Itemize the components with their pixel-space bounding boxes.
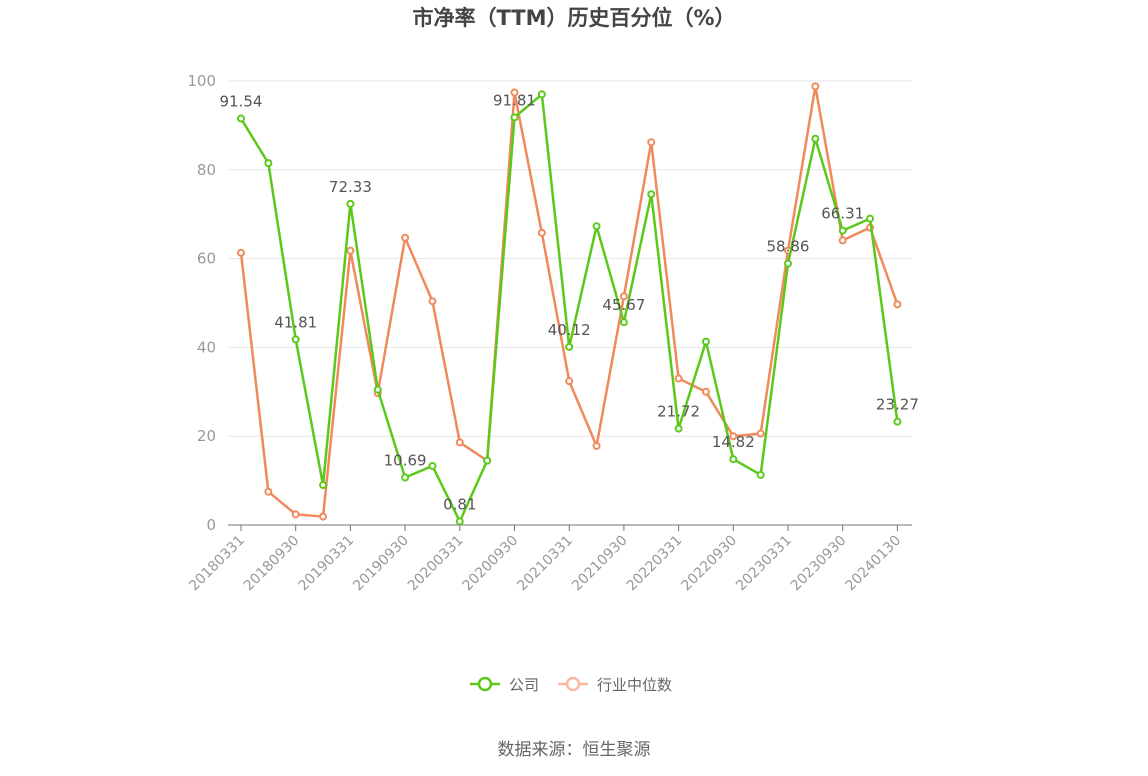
x-tick-label: 20200331 (405, 533, 467, 595)
data-point[interactable] (428, 461, 437, 470)
data-point[interactable] (510, 88, 519, 97)
data-point[interactable] (838, 226, 847, 235)
x-tick-label: 20210331 (514, 533, 576, 595)
x-tick-label: 20210930 (569, 533, 631, 595)
data-point[interactable] (291, 510, 300, 519)
data-label: 66.31 (821, 205, 864, 223)
data-point[interactable] (319, 512, 328, 521)
x-tick-label: 20180331 (186, 533, 248, 595)
data-point[interactable] (811, 82, 820, 91)
data-label: 23.27 (876, 396, 919, 414)
data-label: 0.81 (443, 495, 476, 513)
data-point[interactable] (428, 297, 437, 306)
data-point[interactable] (729, 432, 738, 441)
y-axis: 0 20 40 60 80 100 (187, 72, 216, 534)
x-tick-label: 20190331 (296, 533, 358, 595)
legend-label[interactable]: 行业中位数 (597, 676, 672, 694)
x-tick-label: 20220930 (678, 533, 740, 595)
data-label: 45.67 (602, 296, 645, 314)
data-point[interactable] (455, 517, 464, 526)
y-tick-label: 0 (206, 516, 216, 534)
data-label: 58.86 (767, 238, 810, 256)
x-tick-label: 20180930 (241, 533, 303, 595)
data-point[interactable] (264, 159, 273, 168)
data-point[interactable] (346, 199, 355, 208)
data-point[interactable] (729, 455, 738, 464)
source-note: 数据来源：恒生聚源 (498, 740, 651, 760)
legend[interactable]: 公司 行业中位数 (470, 676, 672, 694)
x-tick-label: 20220331 (624, 533, 686, 595)
data-point[interactable] (565, 377, 574, 386)
x-tick-label: 20230331 (733, 533, 795, 595)
x-tick-label: 20230930 (788, 533, 850, 595)
y-tick-label: 40 (197, 338, 216, 356)
data-point[interactable] (510, 113, 519, 122)
data-point[interactable] (893, 300, 902, 309)
legend-marker[interactable] (477, 676, 493, 692)
data-point[interactable] (373, 385, 382, 394)
legend-marker[interactable] (565, 676, 581, 692)
data-point[interactable] (592, 222, 601, 231)
data-point[interactable] (237, 114, 245, 123)
data-point[interactable] (756, 470, 765, 479)
data-label: 40.12 (548, 321, 591, 339)
data-label: 21.72 (657, 403, 700, 421)
data-point[interactable] (701, 337, 710, 346)
data-point[interactable] (784, 259, 792, 268)
x-tick-label: 20190930 (350, 533, 412, 595)
data-point[interactable] (237, 248, 245, 257)
gridlines (228, 80, 912, 437)
data-point[interactable] (483, 456, 492, 465)
data-point[interactable] (866, 214, 875, 223)
y-tick-label: 80 (197, 161, 216, 179)
data-point[interactable] (537, 90, 546, 99)
x-axis: 2018033120180930201903312019093020200331… (186, 524, 912, 595)
y-tick-label: 100 (187, 72, 216, 90)
series-layer (237, 82, 902, 526)
data-point[interactable] (401, 233, 410, 242)
data-point[interactable] (838, 236, 847, 245)
series-line (239, 93, 899, 523)
data-point[interactable] (455, 438, 464, 447)
data-point[interactable] (893, 417, 902, 426)
data-point[interactable] (619, 318, 628, 327)
data-label: 72.33 (329, 178, 372, 196)
data-point[interactable] (565, 342, 574, 351)
data-point[interactable] (756, 429, 765, 438)
x-tick-label: 20200930 (460, 533, 522, 595)
data-point[interactable] (291, 335, 300, 344)
series-line (239, 85, 899, 518)
data-point[interactable] (674, 374, 683, 383)
data-label: 10.69 (384, 452, 427, 470)
y-tick-label: 60 (197, 250, 216, 268)
data-point[interactable] (264, 487, 273, 496)
y-tick-label: 20 (197, 427, 216, 445)
data-point[interactable] (674, 424, 683, 433)
data-labels: 91.54 41.81 72.33 10.69 0.81 91.81 40.12 45.67 2… (220, 91, 919, 513)
legend-label[interactable]: 公司 (509, 676, 539, 694)
chart-title: 市净率（TTM）历史百分位（%） (412, 6, 735, 30)
data-point[interactable] (537, 228, 546, 237)
data-point[interactable] (619, 292, 628, 301)
data-label: 91.81 (493, 91, 536, 109)
data-point[interactable] (647, 138, 656, 147)
data-point[interactable] (811, 134, 820, 143)
x-tick-label: 20240130 (843, 533, 905, 595)
data-point[interactable] (647, 190, 656, 199)
data-point[interactable] (319, 481, 328, 490)
data-point[interactable] (401, 473, 410, 482)
data-point[interactable] (346, 246, 355, 255)
data-label: 41.81 (274, 313, 317, 331)
data-point[interactable] (701, 387, 710, 396)
data-point[interactable] (592, 441, 601, 450)
data-label: 14.82 (712, 433, 755, 451)
data-label: 91.54 (220, 93, 263, 111)
